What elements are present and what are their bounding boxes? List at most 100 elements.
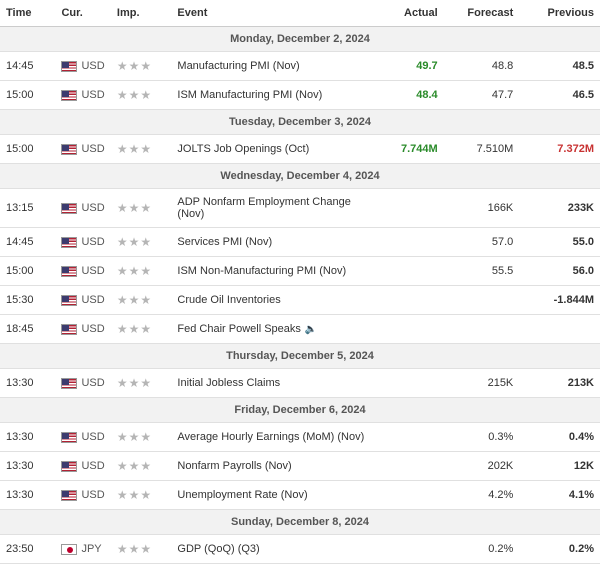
cell-event[interactable]: Average Hourly Earnings (MoM) (Nov)	[171, 423, 373, 452]
cell-currency: USD	[55, 189, 110, 228]
cell-time: 13:30	[0, 452, 55, 481]
cell-forecast: 0.2%	[444, 535, 520, 564]
event-row[interactable]: 13:30USD ★★★ Nonfarm Payrolls (Nov) 202K12K	[0, 452, 600, 481]
cell-forecast: 7.510M	[444, 135, 520, 164]
event-row[interactable]: 14:45USD★★★Services PMI (Nov)57.055.0	[0, 228, 600, 257]
cell-currency: USD	[55, 81, 110, 110]
cell-importance: ★★★	[111, 52, 172, 81]
importance-stars-icon: ★★★	[117, 142, 152, 156]
header-event: Event	[171, 0, 373, 27]
event-row[interactable]: 15:00USD ★★★ ISM Non-Manufacturing PMI (No…	[0, 257, 600, 286]
cell-event[interactable]: Crude Oil Inventories	[171, 286, 373, 315]
event-row[interactable]: 13:30USD★★★Initial Jobless Claims215K213…	[0, 369, 600, 398]
flag-us-icon	[61, 490, 77, 501]
cell-currency: USD	[55, 423, 110, 452]
flag-us-icon	[61, 266, 77, 277]
cell-importance: ★★★	[111, 481, 172, 510]
cell-currency: USD	[55, 52, 110, 81]
cell-event[interactable]: Services PMI (Nov)	[171, 228, 373, 257]
header-previous: Previous	[519, 0, 600, 27]
cell-importance: ★★★	[111, 81, 172, 110]
speaker-icon: 🔈	[305, 324, 317, 335]
currency-code: USD	[81, 323, 104, 335]
cell-actual	[373, 423, 444, 452]
cell-actual	[373, 286, 444, 315]
cell-previous: -1.844M	[519, 286, 600, 315]
importance-stars-icon: ★★★	[117, 293, 152, 307]
cell-event[interactable]: Nonfarm Payrolls (Nov)	[171, 452, 373, 481]
event-row[interactable]: 13:15USD★★★ADP Nonfarm Employment Change…	[0, 189, 600, 228]
date-separator-row: Thursday, December 5, 2024	[0, 344, 600, 369]
flag-us-icon	[61, 432, 77, 443]
cell-time: 14:45	[0, 228, 55, 257]
date-separator-row: Tuesday, December 3, 2024	[0, 110, 600, 135]
flag-us-icon	[61, 295, 77, 306]
importance-stars-icon: ★★★	[117, 59, 152, 73]
cell-currency: USD	[55, 135, 110, 164]
cell-event[interactable]: Unemployment Rate (Nov)	[171, 481, 373, 510]
cell-actual: 48.4	[373, 81, 444, 110]
cell-event[interactable]: Manufacturing PMI (Nov)	[171, 52, 373, 81]
header-imp: Imp.	[111, 0, 172, 27]
currency-code: USD	[81, 489, 104, 501]
cell-forecast: 202K	[444, 452, 520, 481]
date-label: Wednesday, December 4, 2024	[0, 164, 600, 189]
cell-importance: ★★★	[111, 257, 172, 286]
cell-currency: USD	[55, 481, 110, 510]
cell-event[interactable]: ISM Manufacturing PMI (Nov)	[171, 81, 373, 110]
cell-currency: USD	[55, 452, 110, 481]
date-separator-row: Friday, December 6, 2024	[0, 398, 600, 423]
cell-time: 13:30	[0, 481, 55, 510]
cell-previous: 12K	[519, 452, 600, 481]
event-row[interactable]: 14:45USD★★★Manufacturing PMI (Nov)49.748…	[0, 52, 600, 81]
cell-time: 15:00	[0, 257, 55, 286]
cell-currency: USD	[55, 369, 110, 398]
cell-event[interactable]: Fed Chair Powell Speaks🔈	[171, 315, 373, 344]
cell-importance: ★★★	[111, 369, 172, 398]
date-label: Monday, December 2, 2024	[0, 27, 600, 52]
event-row[interactable]: 18:45USD★★★Fed Chair Powell Speaks🔈	[0, 315, 600, 344]
cell-event[interactable]: JOLTS Job Openings (Oct)	[171, 135, 373, 164]
economic-calendar-table: Time Cur. Imp. Event Actual Forecast Pre…	[0, 0, 600, 564]
cell-importance: ★★★	[111, 423, 172, 452]
cell-forecast: 4.2%	[444, 481, 520, 510]
event-row[interactable]: 23:50JPY★★★GDP (QoQ) (Q3)0.2%0.2%	[0, 535, 600, 564]
cell-event[interactable]: ADP Nonfarm Employment Change (Nov)	[171, 189, 373, 228]
event-row[interactable]: 15:30USD★★★Crude Oil Inventories-1.844M	[0, 286, 600, 315]
cell-actual: 7.744M	[373, 135, 444, 164]
cell-forecast	[444, 286, 520, 315]
cell-time: 15:00	[0, 135, 55, 164]
importance-stars-icon: ★★★	[117, 459, 152, 473]
cell-importance: ★★★	[111, 452, 172, 481]
event-row[interactable]: 13:30USD★★★Unemployment Rate (Nov)4.2%4.…	[0, 481, 600, 510]
currency-code: USD	[81, 89, 104, 101]
currency-code: USD	[81, 431, 104, 443]
currency-code: USD	[81, 60, 104, 72]
event-row[interactable]: 13:30USD★★★Average Hourly Earnings (MoM)…	[0, 423, 600, 452]
cell-importance: ★★★	[111, 135, 172, 164]
cell-previous	[519, 315, 600, 344]
cell-event[interactable]: GDP (QoQ) (Q3)	[171, 535, 373, 564]
date-label: Friday, December 6, 2024	[0, 398, 600, 423]
importance-stars-icon: ★★★	[117, 235, 152, 249]
cell-importance: ★★★	[111, 315, 172, 344]
cell-previous: 55.0	[519, 228, 600, 257]
event-row[interactable]: 15:00USD★★★ISM Manufacturing PMI (Nov)48…	[0, 81, 600, 110]
importance-stars-icon: ★★★	[117, 322, 152, 336]
cell-event[interactable]: ISM Non-Manufacturing PMI (Nov)	[171, 257, 373, 286]
cell-forecast: 55.5	[444, 257, 520, 286]
cell-importance: ★★★	[111, 228, 172, 257]
cell-actual	[373, 228, 444, 257]
cell-forecast: 57.0	[444, 228, 520, 257]
importance-stars-icon: ★★★	[117, 488, 152, 502]
cell-actual: 49.7	[373, 52, 444, 81]
flag-us-icon	[61, 61, 77, 72]
importance-stars-icon: ★★★	[117, 264, 152, 278]
flag-us-icon	[61, 144, 77, 155]
cell-currency: USD	[55, 315, 110, 344]
event-row[interactable]: 15:00USD ★★★ JOLTS Job Openings (Oct)7.744…	[0, 135, 600, 164]
cell-time: 13:30	[0, 369, 55, 398]
cell-currency: USD	[55, 257, 110, 286]
cell-event[interactable]: Initial Jobless Claims	[171, 369, 373, 398]
flag-us-icon	[61, 203, 77, 214]
